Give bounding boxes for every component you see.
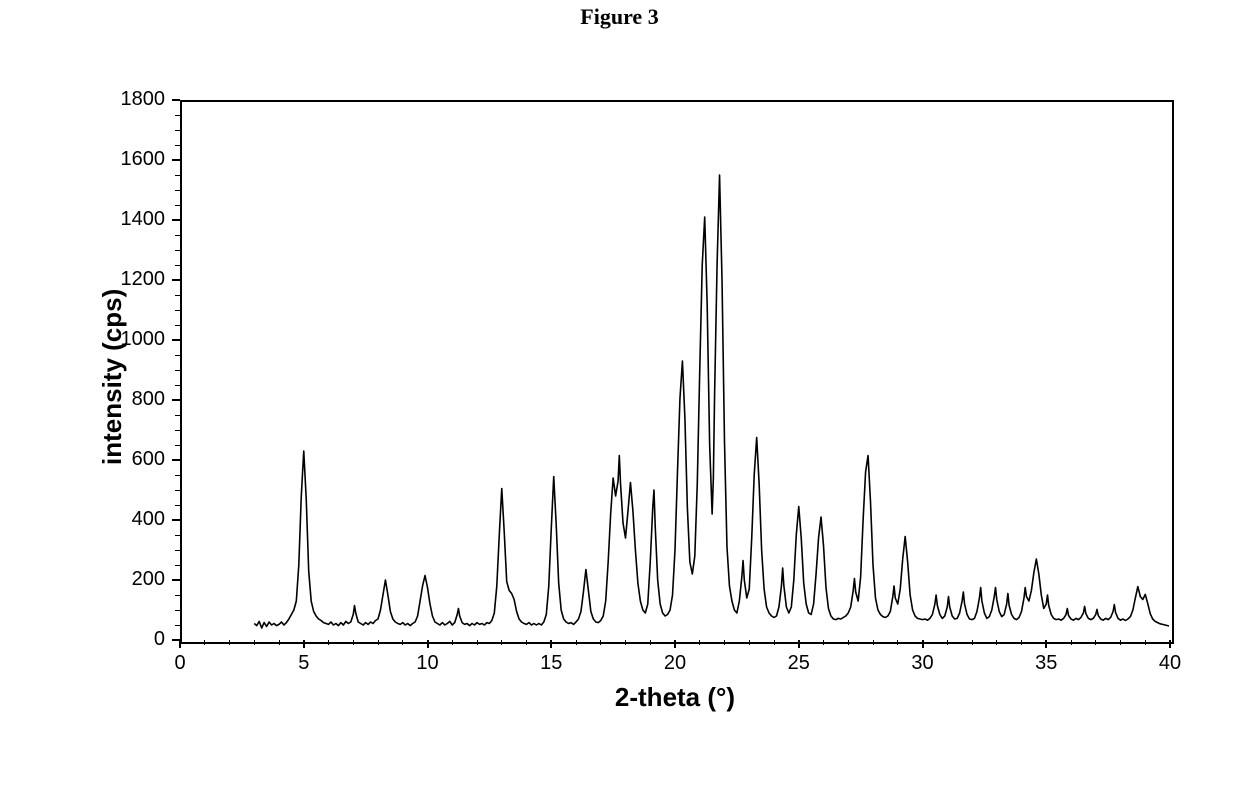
x-tick-label: 0 (155, 652, 205, 675)
x-tick-label: 25 (774, 652, 824, 675)
figure-title: Figure 3 (0, 4, 1239, 30)
x-axis-title: 2-theta (°) (180, 682, 1170, 713)
x-tick-label: 30 (898, 652, 948, 675)
xrd-trace (60, 70, 1174, 644)
x-tick-label: 5 (279, 652, 329, 675)
figure-container: Figure 3 0200400600800100012001400160018… (0, 0, 1239, 801)
x-tick-label: 15 (526, 652, 576, 675)
x-tick-label: 40 (1145, 652, 1195, 675)
x-tick-label: 20 (650, 652, 700, 675)
xrd-chart: 0200400600800100012001400160018000510152… (60, 70, 1200, 730)
x-tick-label: 35 (1021, 652, 1071, 675)
x-tick-label: 10 (403, 652, 453, 675)
